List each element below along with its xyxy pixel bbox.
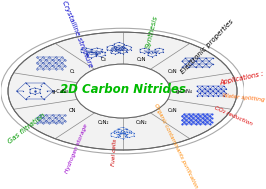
Text: Organic contaminants purification: Organic contaminants purification xyxy=(153,103,199,189)
Text: CN: CN xyxy=(69,108,76,113)
Text: Synthesis: Synthesis xyxy=(145,14,159,49)
Ellipse shape xyxy=(1,28,244,154)
Text: C₃N: C₃N xyxy=(168,69,178,74)
Text: g-C₃N₄: g-C₃N₄ xyxy=(176,89,193,94)
Text: C₄N: C₄N xyxy=(168,108,178,113)
Text: C₃N₂: C₃N₂ xyxy=(136,120,148,125)
Text: 2D Carbon Nitrides: 2D Carbon Nitrides xyxy=(60,83,185,96)
Text: Crystalline structure: Crystalline structure xyxy=(61,0,93,68)
Ellipse shape xyxy=(75,64,170,118)
Text: C₂N₂: C₂N₂ xyxy=(98,120,109,125)
Text: Electronic properties: Electronic properties xyxy=(180,19,235,75)
Text: Applications :: Applications : xyxy=(219,71,264,86)
Text: CO₂ reduction: CO₂ reduction xyxy=(214,105,253,127)
Ellipse shape xyxy=(8,32,237,150)
Text: g-C₄N₃: g-C₄N₃ xyxy=(52,89,69,94)
Ellipse shape xyxy=(75,64,170,118)
Text: Water splitting: Water splitting xyxy=(222,93,265,102)
Text: Hydrogen storage: Hydrogen storage xyxy=(65,123,89,174)
Text: C₃: C₃ xyxy=(101,57,106,63)
Text: C₂N: C₂N xyxy=(137,57,147,63)
Text: Fuel cells: Fuel cells xyxy=(111,139,118,166)
Text: C₁: C₁ xyxy=(69,69,75,74)
Text: Gas filtration: Gas filtration xyxy=(7,113,46,145)
